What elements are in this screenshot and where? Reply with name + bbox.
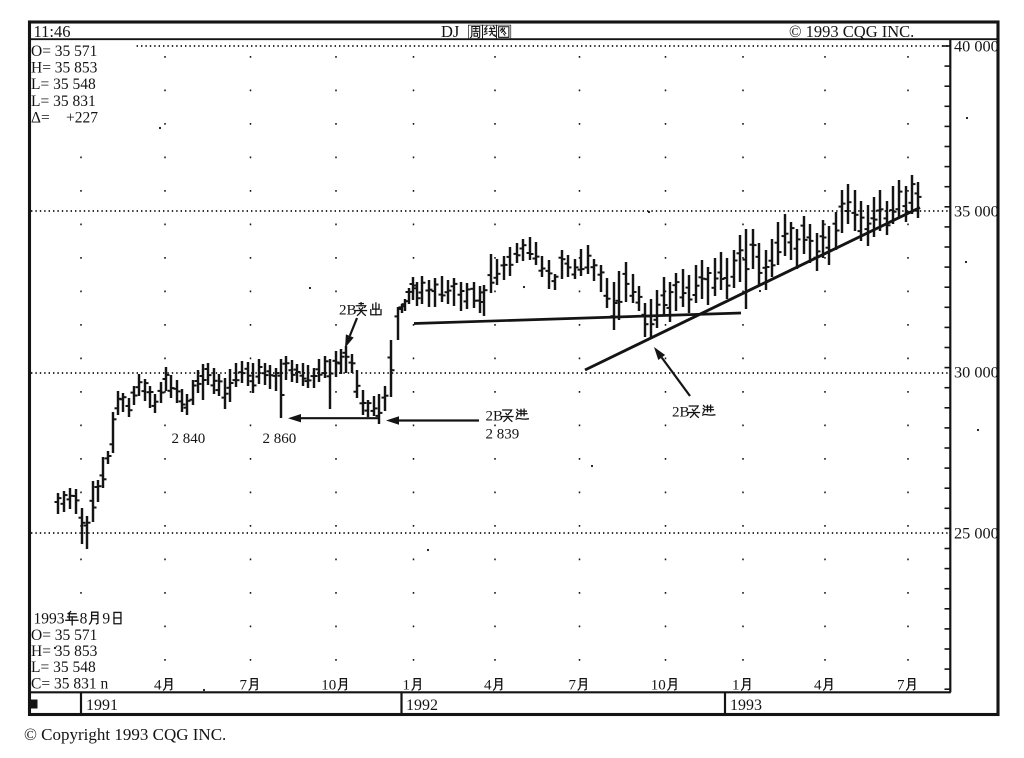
svg-text:7: 7 bbox=[240, 678, 248, 694]
svg-text:Δ=: Δ= bbox=[31, 110, 50, 127]
svg-text:9: 9 bbox=[102, 611, 110, 628]
svg-text:DJ: DJ bbox=[441, 22, 460, 41]
svg-text:30 000: 30 000 bbox=[954, 363, 999, 382]
svg-text:© Copyright 1993 CQG INC.: © Copyright 1993 CQG INC. bbox=[24, 725, 226, 744]
svg-text:11:46: 11:46 bbox=[34, 22, 71, 41]
svg-text:4: 4 bbox=[814, 678, 822, 694]
svg-text:40 000: 40 000 bbox=[954, 37, 999, 56]
svg-text:O= 35 571: O= 35 571 bbox=[31, 43, 97, 60]
svg-text:+227: +227 bbox=[66, 110, 98, 127]
svg-text:4: 4 bbox=[484, 678, 492, 694]
svg-text:2B: 2B bbox=[486, 409, 504, 425]
svg-text:25 000: 25 000 bbox=[954, 524, 999, 543]
svg-text:4: 4 bbox=[154, 678, 162, 694]
svg-text:2B: 2B bbox=[339, 303, 357, 319]
svg-text:L= 35 831: L= 35 831 bbox=[31, 93, 96, 110]
svg-text:2 840: 2 840 bbox=[172, 431, 206, 447]
svg-text:1993: 1993 bbox=[34, 611, 65, 628]
svg-text:10: 10 bbox=[321, 678, 336, 694]
svg-text:H= 35 853: H= 35 853 bbox=[31, 60, 98, 77]
svg-text:H= 35 853: H= 35 853 bbox=[31, 643, 98, 660]
svg-text:L= 35 548: L= 35 548 bbox=[31, 659, 96, 676]
svg-text:1993: 1993 bbox=[730, 697, 762, 714]
svg-text:L= 35 548: L= 35 548 bbox=[31, 76, 96, 93]
svg-text:7: 7 bbox=[897, 678, 905, 694]
svg-text:35 000: 35 000 bbox=[954, 202, 999, 221]
svg-text:1991: 1991 bbox=[86, 697, 118, 714]
svg-text:C= 35 831 n: C= 35 831 n bbox=[31, 675, 108, 692]
svg-text:1: 1 bbox=[403, 678, 411, 694]
svg-text:© 1993 CQG INC.: © 1993 CQG INC. bbox=[789, 22, 914, 41]
svg-text:2 860: 2 860 bbox=[263, 431, 297, 447]
svg-text:2B: 2B bbox=[672, 405, 690, 421]
svg-text:2 839: 2 839 bbox=[486, 427, 520, 443]
svg-text:1: 1 bbox=[732, 678, 740, 694]
svg-text:O= 35 571: O= 35 571 bbox=[31, 627, 97, 644]
svg-text:7: 7 bbox=[569, 678, 577, 694]
svg-text:1992: 1992 bbox=[406, 697, 438, 714]
svg-text:8: 8 bbox=[80, 611, 88, 628]
svg-text:10: 10 bbox=[651, 678, 666, 694]
